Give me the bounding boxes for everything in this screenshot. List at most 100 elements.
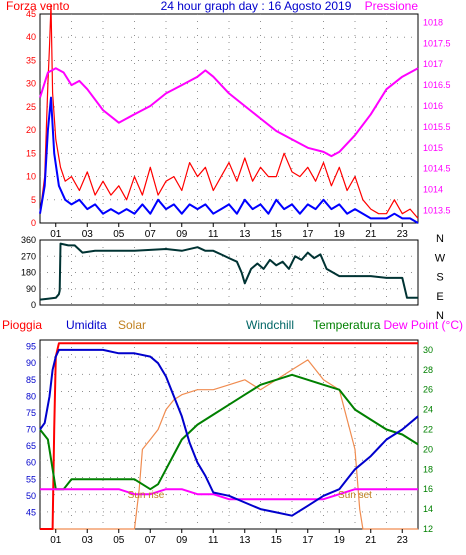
direction-label: S — [436, 272, 443, 284]
mid-grid — [40, 240, 418, 305]
y-right-tick: 1018 — [423, 17, 443, 27]
temperature-label: Temperatura — [313, 318, 381, 332]
y-right-tick: 1014.5 — [423, 164, 451, 174]
solar-line — [40, 359, 418, 530]
y-left-tick: 20 — [26, 125, 36, 135]
y-left-tick: 65 — [26, 441, 36, 451]
y-left-tick: 25 — [26, 102, 36, 112]
y-left-tick: 50 — [26, 491, 36, 501]
y-left-tick: 90 — [26, 284, 36, 294]
y-left-tick: 0 — [31, 218, 36, 228]
sunset-annotation: Sun set — [338, 490, 372, 501]
wind-average-line — [39, 96, 419, 224]
x-tick-label: 15 — [271, 229, 283, 240]
wind-direction-line — [39, 242, 418, 301]
y-left-tick: 30 — [26, 79, 36, 89]
y-right-tick: 1016.5 — [423, 80, 451, 90]
mid-left-ticks: 0 90 180 270 360 — [21, 235, 36, 310]
x-tick-label: 03 — [82, 229, 94, 240]
chart-title: 24 hour graph day : 16 Agosto 2019 — [161, 0, 352, 13]
y-left-tick: 80 — [26, 391, 36, 401]
top-left-ticks: 0 5 10 15 20 25 30 35 40 45 — [26, 9, 36, 228]
x-tick-label: 19 — [334, 229, 346, 240]
y-left-tick: 40 — [26, 32, 36, 42]
y-right-tick: 14 — [423, 504, 433, 514]
y-left-tick: 180 — [21, 268, 36, 278]
bottom-right-ticks: 12 14 16 18 20 22 24 26 28 30 — [423, 345, 433, 534]
x-tick-label: 13 — [239, 535, 251, 546]
x-tick-label: 23 — [397, 535, 409, 546]
x-tick-label: 11 — [208, 535, 219, 546]
y-left-tick: 60 — [26, 458, 36, 468]
y-left-tick: 270 — [21, 251, 36, 261]
x-tick-label: 23 — [397, 229, 409, 240]
top-grid — [40, 14, 418, 223]
y-right-tick: 1014 — [423, 185, 443, 195]
y-left-tick: 85 — [26, 375, 36, 385]
direction-label: E — [436, 291, 443, 303]
mid-series — [39, 242, 418, 301]
y-right-tick: 30 — [423, 345, 433, 355]
y-left-tick: 10 — [26, 172, 36, 182]
temperature-humidity-panel: Pioggia Umidita Solar Windchill Temperat… — [2, 318, 463, 546]
x-tick-label: 07 — [145, 535, 157, 546]
x-tick-label: 21 — [365, 535, 377, 546]
x-tick-label: 09 — [176, 229, 188, 240]
y-left-tick: 45 — [26, 9, 36, 19]
wind-gust-line — [39, 4, 419, 219]
rain-line — [40, 342, 418, 530]
x-tick-label: 01 — [50, 229, 62, 240]
wind-pressure-panel: Forza vento 24 hour graph day : 16 Agost… — [6, 0, 451, 240]
wind-axis-label: Forza vento — [6, 0, 70, 13]
y-right-tick: 1017.5 — [423, 38, 451, 48]
y-left-tick: 5 — [31, 195, 36, 205]
x-tick-label: 19 — [334, 535, 346, 546]
y-left-tick: 45 — [26, 507, 36, 517]
dewpoint-label: Dew Point (°C) — [384, 318, 463, 332]
y-right-tick: 1016 — [423, 101, 443, 111]
x-tick-label: 17 — [302, 535, 314, 546]
y-left-tick: 15 — [26, 148, 36, 158]
x-tick-label: 13 — [239, 229, 251, 240]
bottom-series — [39, 342, 419, 530]
top-series — [39, 4, 419, 224]
y-right-tick: 1013.5 — [423, 205, 451, 215]
y-left-tick: 0 — [31, 300, 36, 310]
y-right-tick: 1017 — [423, 59, 443, 69]
windchill-label: Windchill — [246, 318, 294, 332]
pressure-axis-label: Pressione — [365, 0, 419, 13]
sunrise-annotation: Sun rise — [128, 490, 165, 501]
top-x-ticks: 01 03 05 07 09 11 13 15 17 19 21 23 — [50, 223, 408, 240]
y-left-tick: 90 — [26, 358, 36, 368]
dewpoint-line — [40, 488, 418, 501]
x-tick-label: 05 — [113, 229, 125, 240]
top-right-ticks: 1013.5 1014 1014.5 1015 1015.5 1016 1016.5 1017… — [423, 17, 451, 215]
bottom-left-ticks: 45 50 55 60 65 70 75 80 85 90 95 — [26, 342, 36, 518]
y-left-tick: 55 — [26, 474, 36, 484]
x-tick-label: 07 — [145, 229, 157, 240]
direction-label: N — [436, 233, 444, 245]
x-tick-label: 03 — [82, 535, 94, 546]
y-right-tick: 16 — [423, 484, 433, 494]
y-right-tick: 20 — [423, 444, 433, 454]
y-right-tick: 22 — [423, 425, 433, 435]
x-tick-label: 21 — [365, 229, 377, 240]
bottom-x-ticks: 01 03 05 07 09 11 13 15 17 19 21 23 — [50, 529, 408, 546]
x-tick-label: 09 — [176, 535, 188, 546]
y-left-tick: 70 — [26, 425, 36, 435]
bottom-grid — [40, 340, 418, 529]
temperature-line — [39, 373, 419, 491]
y-left-tick: 360 — [21, 235, 36, 245]
y-right-tick: 26 — [423, 385, 433, 395]
x-tick-label: 17 — [302, 229, 314, 240]
humidity-label: Umidita — [66, 318, 107, 332]
y-right-tick: 12 — [423, 524, 433, 534]
y-right-tick: 1015 — [423, 143, 443, 153]
humidity-line — [39, 348, 419, 517]
y-right-tick: 24 — [423, 405, 433, 415]
rain-label: Pioggia — [2, 318, 42, 332]
x-tick-label: 15 — [271, 535, 283, 546]
